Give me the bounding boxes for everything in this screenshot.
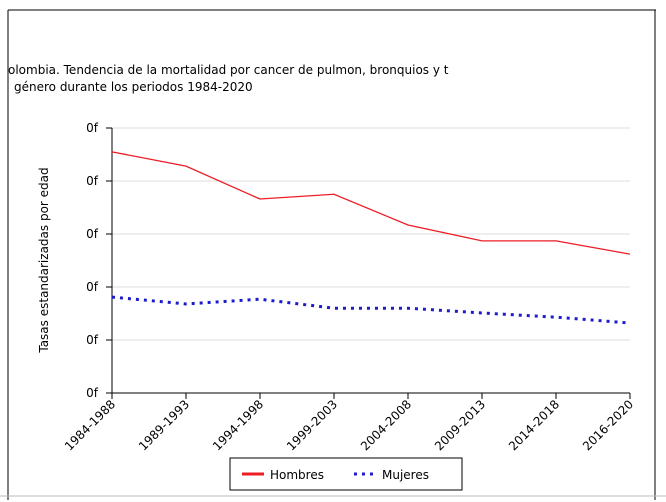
legend-box <box>229 457 463 491</box>
y-tick-label: 0f <box>86 227 99 241</box>
x-tick-label: 1999-2003 <box>284 397 340 453</box>
x-tick-label: 2004-2008 <box>358 397 414 453</box>
chart-title: olombia. Tendencia de la mortalidad por … <box>8 63 449 77</box>
series-line <box>111 295 631 325</box>
y-tick-label: 0f <box>86 280 99 294</box>
x-tick-label: 2014-2018 <box>506 397 562 453</box>
chart-subtitle: género durante los periodos 1984-2020 <box>14 80 253 94</box>
x-tick-label: 1984-1988 <box>62 397 118 453</box>
x-tick-label: 1994-1998 <box>210 397 266 453</box>
legend-label: Hombres <box>270 468 324 482</box>
x-tick-label: 2009-2013 <box>432 397 488 453</box>
x-tick-label: 1989-1993 <box>136 397 192 453</box>
y-tick-label: 0f <box>86 333 99 347</box>
y-tick-label: 0f <box>86 386 99 400</box>
series-line <box>111 151 631 255</box>
legend-label: Mujeres <box>382 468 429 482</box>
x-tick-label: 2016-2020 <box>580 397 636 453</box>
y-tick-label: 0f <box>86 121 99 135</box>
y-tick-label: 0f <box>86 174 99 188</box>
y-axis-label: Tasas estandarizadas por edad <box>37 167 51 353</box>
